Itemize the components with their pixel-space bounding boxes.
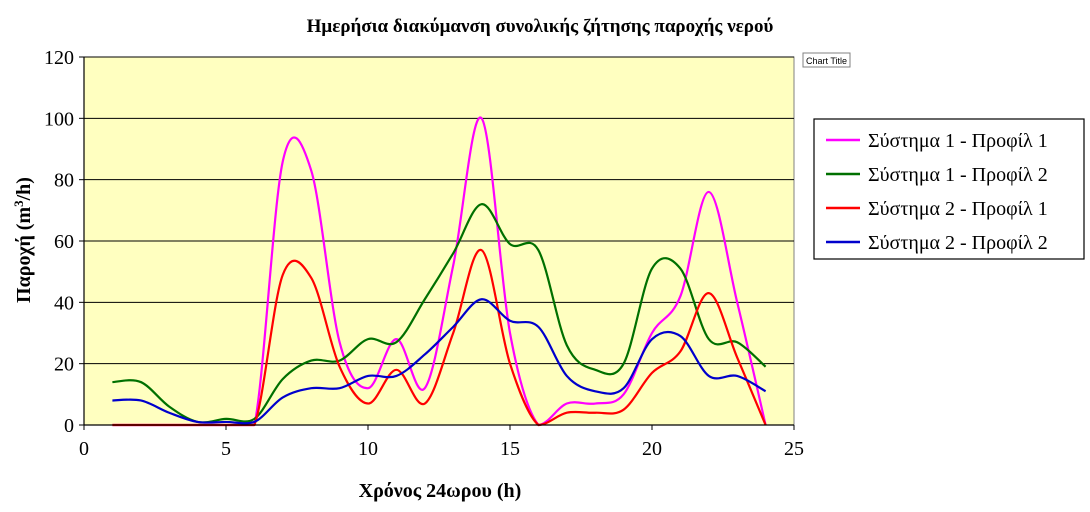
y-tick-label: 40 — [54, 292, 74, 314]
y-tick-label: 0 — [64, 415, 74, 437]
x-axis-label: Χρόνος 24ωρου (h) — [359, 480, 522, 502]
y-tick-labels: 0 20 40 60 80 100 120 — [44, 47, 74, 437]
x-tick-labels: 0 5 10 15 20 25 — [79, 438, 804, 460]
legend[interactable]: Σύστημα 1 - Προφίλ 1 Σύστημα 1 - Προφίλ 2… — [813, 118, 1085, 260]
legend-label-3: Σύστημα 2 - Προφίλ 1 — [868, 198, 1048, 220]
x-tick-label: 15 — [500, 438, 520, 460]
legend-label-1: Σύστημα 1 - Προφίλ 1 — [868, 130, 1048, 152]
chart-title[interactable]: Ημερήσια διακύμανση συνολικής ζήτησης πα… — [307, 16, 774, 37]
y-tick-label: 80 — [54, 170, 74, 192]
legend-label-4: Σύστημα 2 - Προφίλ 2 — [868, 232, 1048, 254]
x-tick-label: 0 — [79, 438, 89, 460]
y-axis-label-tail: /h) — [13, 177, 35, 201]
series-line-4[interactable] — [112, 298, 767, 425]
tooltip-label: Chart Title — [806, 56, 847, 66]
x-tick-label: 20 — [642, 438, 662, 460]
y-tick-label: 100 — [44, 108, 74, 130]
y-tick-label: 20 — [54, 354, 74, 376]
y-tick-label: 120 — [44, 47, 74, 69]
y-axis-label: Παροχή (m3/h) — [11, 177, 36, 303]
y-axis-label-sup: 3 — [11, 200, 26, 207]
y-tick-label: 60 — [54, 231, 74, 253]
x-tick-label: 10 — [358, 438, 378, 460]
chart-title-tooltip: Chart Title — [802, 52, 851, 68]
axes — [79, 56, 795, 430]
tooltip-box — [802, 52, 851, 68]
legend-box — [813, 118, 1085, 260]
y-axis-label-main: Παροχή (m — [13, 207, 35, 303]
x-tick-label: 5 — [221, 438, 231, 460]
gridlines — [84, 56, 794, 365]
legend-label-2: Σύστημα 1 - Προφίλ 2 — [868, 164, 1048, 186]
series-line-2[interactable] — [112, 203, 767, 424]
x-tick-label: 25 — [784, 438, 804, 460]
